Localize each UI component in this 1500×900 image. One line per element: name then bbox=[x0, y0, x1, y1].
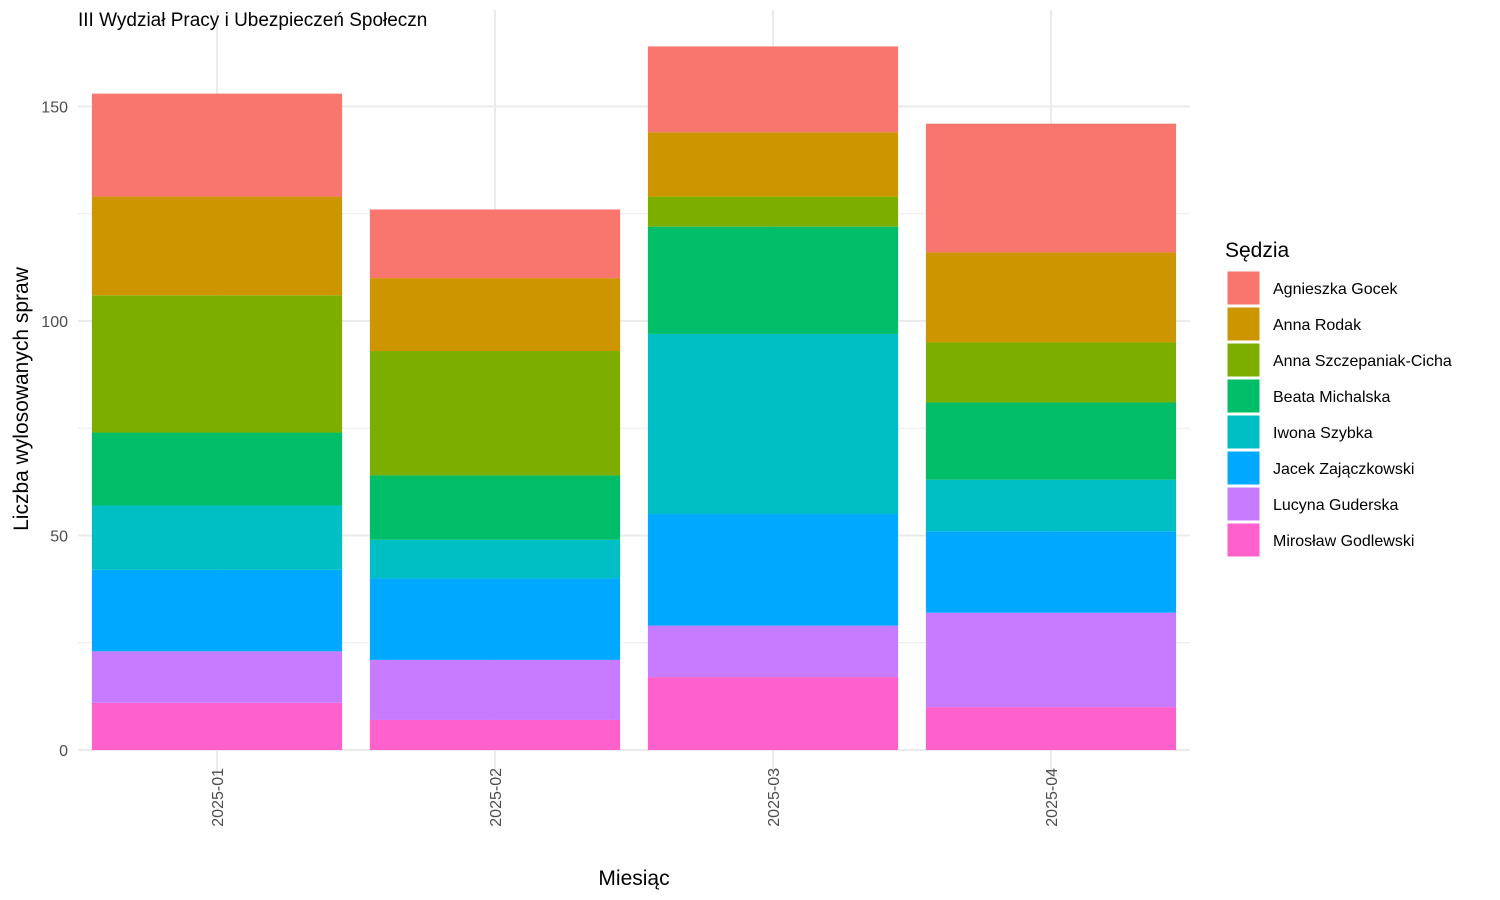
legend-items: Agnieszka Gocek Anna Rodak Anna Szczepania… bbox=[1226, 270, 1452, 558]
bar-segment bbox=[91, 702, 343, 750]
bar-segment bbox=[91, 505, 343, 570]
bar-segment bbox=[91, 196, 343, 296]
bar-segment bbox=[91, 432, 343, 506]
bar-segment bbox=[925, 707, 1177, 750]
bar-segment bbox=[91, 651, 343, 703]
bar-segment bbox=[925, 123, 1177, 253]
legend-label: Iwona Szybka bbox=[1273, 425, 1373, 442]
bar-segment bbox=[647, 226, 899, 334]
bar-segment bbox=[369, 539, 621, 579]
bar-segment bbox=[91, 569, 343, 652]
x-tick-label: 2025-03 bbox=[766, 768, 783, 827]
legend-swatch bbox=[1226, 486, 1261, 522]
x-axis-title: Miesiąc bbox=[598, 867, 669, 890]
legend: Sędzia Agnieszka Gocek Anna Rodak Anna Szc… bbox=[1225, 239, 1452, 558]
y-tick-label: 150 bbox=[41, 100, 68, 117]
bar-segment bbox=[647, 625, 899, 678]
y-axis-ticks: 0 50 100 150 bbox=[41, 100, 68, 761]
bar-segment bbox=[647, 46, 899, 133]
legend-swatch bbox=[1226, 342, 1261, 378]
y-axis-title: Liczba wylosowanych spraw bbox=[10, 266, 33, 531]
bar-segment bbox=[925, 479, 1177, 532]
legend-swatch bbox=[1226, 414, 1261, 450]
x-tick-label: 2025-01 bbox=[210, 768, 227, 827]
bar-segment bbox=[369, 659, 621, 720]
bar-segment bbox=[369, 719, 621, 750]
bar-segment bbox=[647, 514, 899, 626]
bar-segment bbox=[369, 475, 621, 540]
y-tick-label: 100 bbox=[41, 314, 68, 331]
legend-label: Jacek Zajączkowski bbox=[1273, 461, 1414, 478]
chart-title: III Wydział Pracy i Ubezpieczeń Społeczn bbox=[78, 10, 427, 31]
legend-title: Sędzia bbox=[1225, 239, 1290, 262]
bar-segment bbox=[91, 295, 343, 433]
bar-segment bbox=[925, 252, 1177, 343]
bar-segment bbox=[369, 351, 621, 476]
bar-segment bbox=[925, 612, 1177, 708]
legend-label: Lucyna Guderska bbox=[1273, 497, 1399, 514]
bar-segment bbox=[925, 531, 1177, 613]
legend-label: Beata Michalska bbox=[1273, 389, 1390, 406]
bar-segment bbox=[647, 677, 899, 750]
y-tick-label: 0 bbox=[59, 743, 68, 760]
bar-segment bbox=[925, 402, 1177, 480]
bars bbox=[91, 46, 1177, 750]
legend-label: Mirosław Godlewski bbox=[1273, 533, 1414, 550]
bar-segment bbox=[647, 196, 899, 227]
legend-swatch bbox=[1226, 270, 1261, 306]
bar-segment bbox=[925, 342, 1177, 403]
bar-segment bbox=[369, 209, 621, 279]
bar-segment bbox=[647, 333, 899, 515]
x-axis-ticks: 2025-01 2025-02 2025-03 2025-04 bbox=[210, 768, 1061, 827]
legend-swatch bbox=[1226, 306, 1261, 342]
x-tick-label: 2025-02 bbox=[488, 768, 505, 827]
y-tick-label: 50 bbox=[50, 529, 68, 546]
legend-label: Agnieszka Gocek bbox=[1273, 281, 1399, 298]
x-tick-label: 2025-04 bbox=[1044, 768, 1061, 827]
bar-segment bbox=[91, 93, 343, 197]
legend-swatch bbox=[1226, 378, 1261, 414]
legend-swatch bbox=[1226, 522, 1261, 558]
legend-label: Anna Rodak bbox=[1273, 317, 1362, 334]
bar-segment bbox=[647, 132, 899, 197]
bar-segment bbox=[369, 578, 621, 660]
bar-segment bbox=[369, 278, 621, 352]
legend-label: Anna Szczepaniak-Cicha bbox=[1273, 353, 1452, 370]
legend-swatch bbox=[1226, 450, 1261, 486]
